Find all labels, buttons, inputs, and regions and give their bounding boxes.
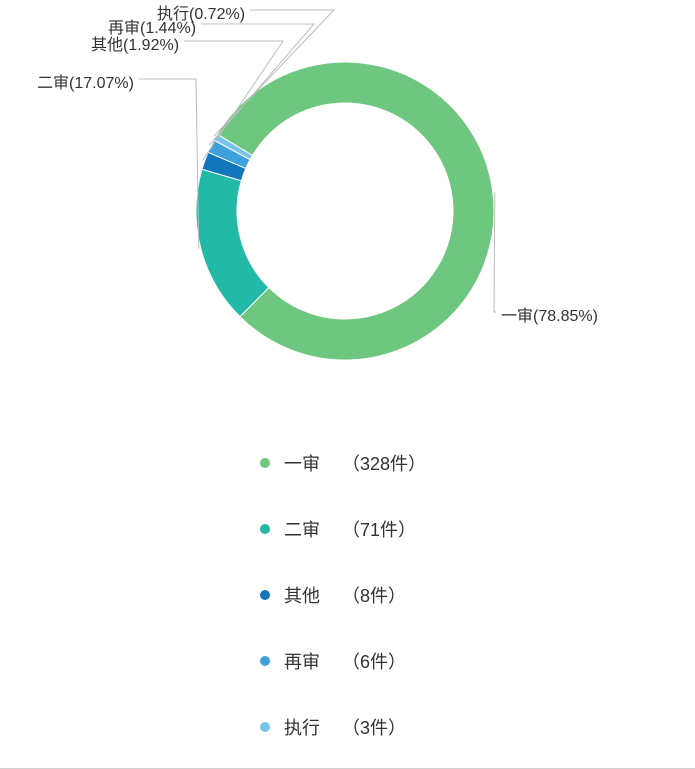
donut-svg	[0, 0, 695, 430]
donut-slice-二审[interactable]	[196, 169, 269, 316]
legend-name: 一审	[284, 450, 342, 476]
legend-name: 再审	[284, 648, 342, 674]
legend-count: （6件）	[342, 648, 406, 674]
legend-name: 执行	[284, 714, 342, 740]
donut-slice-一审[interactable]	[217, 62, 494, 360]
legend-name: 二审	[284, 516, 342, 542]
legend-dot	[260, 524, 270, 534]
slice-label-一审: 一审(78.85%)	[501, 302, 598, 326]
donut-chart: 一审(78.85%)二审(17.07%)其他(1.92%)再审(1.44%)执行…	[0, 0, 695, 430]
legend-item-其他[interactable]: 其他（8件）	[260, 562, 695, 628]
legend-name: 其他	[284, 582, 342, 608]
legend-dot	[260, 722, 270, 732]
legend-count: （71件）	[342, 516, 416, 542]
legend-item-一审[interactable]: 一审（328件）	[260, 430, 695, 496]
legend-count: （8件）	[342, 582, 406, 608]
slice-label-二审: 二审(17.07%)	[37, 69, 134, 93]
slice-label-执行: 执行(0.72%)	[157, 0, 245, 24]
legend-count: （3件）	[342, 714, 406, 740]
legend-dot	[260, 590, 270, 600]
legend-count: （328件）	[342, 450, 426, 476]
legend-item-执行[interactable]: 执行（3件）	[260, 694, 695, 760]
legend: 一审（328件）二审（71件）其他（8件）再审（6件）执行（3件）	[0, 430, 695, 760]
legend-item-二审[interactable]: 二审（71件）	[260, 496, 695, 562]
legend-item-再审[interactable]: 再审（6件）	[260, 628, 695, 694]
legend-dot	[260, 656, 270, 666]
legend-dot	[260, 458, 270, 468]
